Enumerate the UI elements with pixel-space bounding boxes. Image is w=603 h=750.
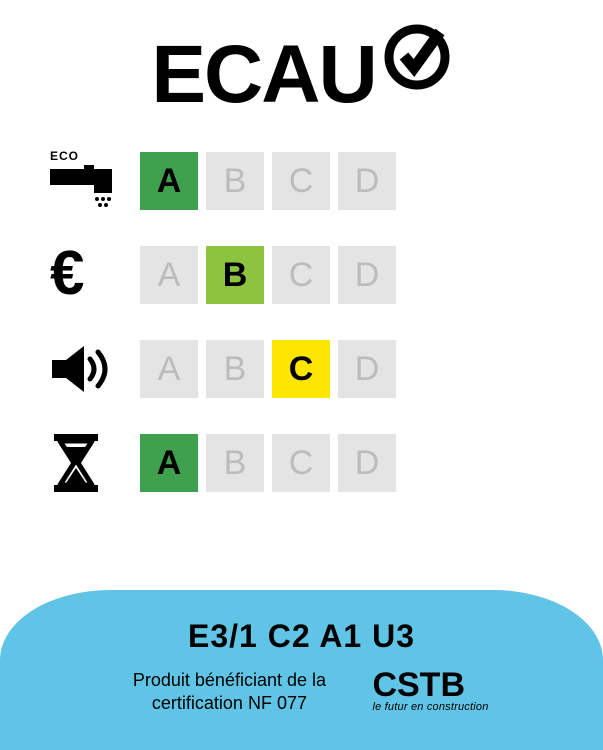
rating-cell-active: A bbox=[140, 434, 198, 492]
rating-cells: A B C D bbox=[140, 340, 396, 398]
footer-band: E3/1 C2 A1 U3 Produit bénéficiant de la … bbox=[0, 590, 603, 750]
rating-row-durability: A B C D bbox=[50, 432, 553, 494]
rating-cells: A B C D bbox=[140, 246, 396, 304]
euro-icon: € bbox=[50, 244, 140, 306]
rating-cell: B bbox=[206, 152, 264, 210]
logo-area: ECAU bbox=[0, 0, 603, 140]
cstb-text: CSTB bbox=[372, 670, 488, 701]
rating-cell: A bbox=[140, 340, 198, 398]
rating-cells: A B C D bbox=[140, 434, 396, 492]
rating-cell-active: C bbox=[272, 340, 330, 398]
rating-row-noise: A B C D bbox=[50, 338, 553, 400]
footer-bottom: Produit bénéficiant de la certification … bbox=[0, 669, 603, 714]
faucet-eco-icon: ECO bbox=[50, 150, 140, 212]
rating-row-cost: € A B C D bbox=[50, 244, 553, 306]
rating-cell: D bbox=[338, 340, 396, 398]
speaker-icon bbox=[50, 338, 140, 400]
rating-cell: D bbox=[338, 152, 396, 210]
rating-cell-active: B bbox=[206, 246, 264, 304]
eco-label: ECO bbox=[50, 149, 112, 163]
cstb-logo: CSTB le futur en construction bbox=[372, 670, 488, 713]
hourglass-icon bbox=[50, 432, 140, 494]
ratings-grid: ECO A B C D € bbox=[0, 140, 603, 494]
rating-row-eco: ECO A B C D bbox=[50, 150, 553, 212]
rating-cell: B bbox=[206, 340, 264, 398]
svg-text:€: € bbox=[50, 244, 84, 306]
cstb-tagline: le futur en construction bbox=[372, 701, 488, 713]
rating-cells: A B C D bbox=[140, 152, 396, 210]
rating-cell-active: A bbox=[140, 152, 198, 210]
footer-certification-text: Produit bénéficiant de la certification … bbox=[114, 669, 344, 714]
footer-code: E3/1 C2 A1 U3 bbox=[0, 618, 603, 655]
rating-cell: A bbox=[140, 246, 198, 304]
rating-cell: D bbox=[338, 246, 396, 304]
rating-cell: C bbox=[272, 246, 330, 304]
rating-cell: B bbox=[206, 434, 264, 492]
logo-checkmark-icon bbox=[382, 22, 452, 97]
rating-cell: C bbox=[272, 152, 330, 210]
rating-cell: D bbox=[338, 434, 396, 492]
rating-cell: C bbox=[272, 434, 330, 492]
logo-text: ECAU bbox=[151, 28, 375, 122]
